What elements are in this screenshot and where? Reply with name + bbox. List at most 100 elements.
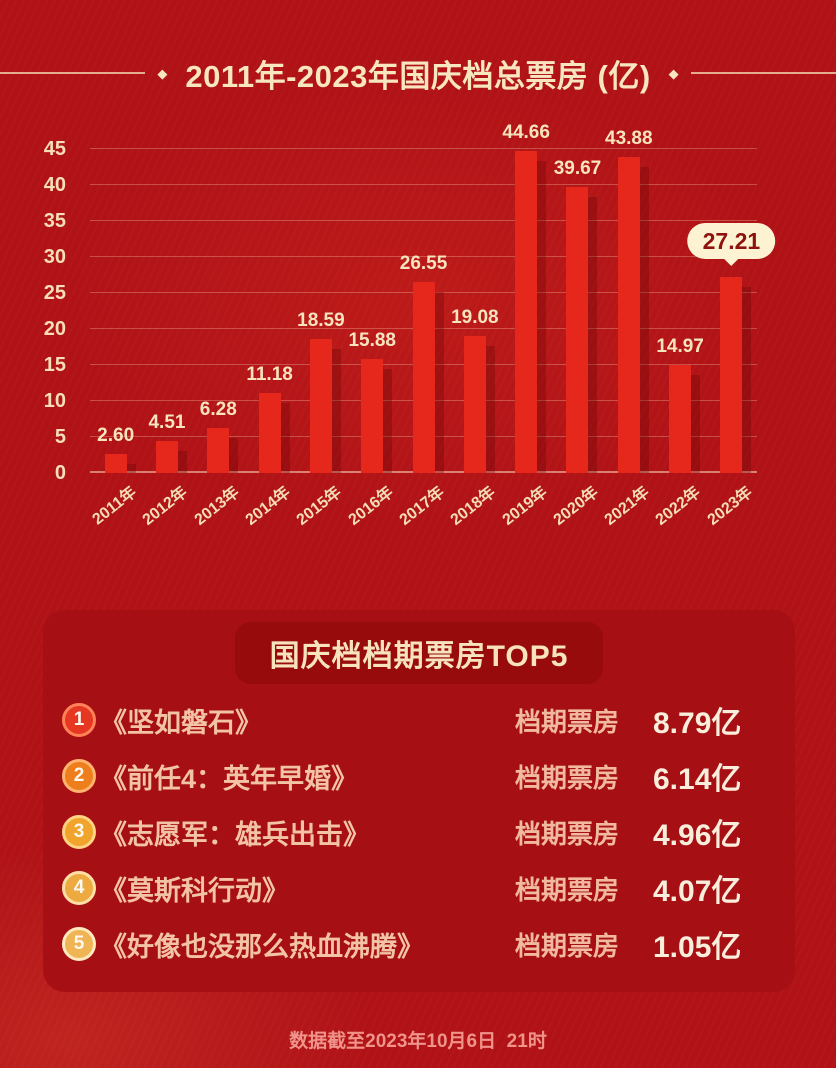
top5-row: 2 《前任4：英年早婚》 档期票房 6.14亿 <box>43 748 795 804</box>
y-tick-label: 10 <box>43 390 66 412</box>
bar-column: 2.60 2011年 <box>89 149 141 528</box>
bar <box>566 187 598 473</box>
top5-row: 1 《坚如磐石》 档期票房 8.79亿 <box>43 692 795 748</box>
bar-column: 39.67 2020年 <box>550 149 603 529</box>
y-tick-label: 30 <box>43 246 66 268</box>
bar-column: 19.08 2018年 <box>448 149 500 529</box>
bar <box>207 427 239 474</box>
bar-value-label: 15.88 <box>348 329 396 351</box>
bar <box>669 365 701 473</box>
period-box-office-label: 档期票房 <box>514 874 619 905</box>
y-tick-label: 0 <box>54 462 66 484</box>
movie-title: 《前任4：英年早婚》 <box>100 763 359 794</box>
top5-row: 4 《莫斯科行动》 档期票房 4.07亿 <box>43 860 795 916</box>
bars: 2.60 2011年 4.51 2012年 6.28 2013年 11.18 2014年 18.… <box>89 122 776 529</box>
movie-title: 《好像也没那么热血沸腾》 <box>100 931 424 962</box>
bar-value-label: 6.28 <box>199 398 237 420</box>
rank-badge: 3 <box>62 815 96 849</box>
top5-header-banner: 国庆档档期票房TOP5 <box>235 622 603 684</box>
bar-column: 11.18 2014年 <box>243 149 295 529</box>
bar <box>104 454 136 473</box>
x-axis-label: 2016年 <box>345 483 397 529</box>
bar-value-label: 39.67 <box>553 158 602 180</box>
x-axis-label: 2022年 <box>653 483 705 529</box>
title-line-left <box>0 72 146 74</box>
bar-value-label: 14.97 <box>656 336 704 358</box>
x-axis-label: 2015年 <box>293 483 346 529</box>
top5-rows: 1 《坚如磐石》 档期票房 8.79亿 2 《前任4：英年早婚》 档期票房 6.14亿 3 《志愿… <box>43 692 795 972</box>
bar <box>515 151 547 473</box>
period-box-office-label: 档期票房 <box>514 930 619 961</box>
bar <box>617 157 649 473</box>
period-box-office-value: 6.14亿 <box>653 763 742 796</box>
bar-column: 15.88 2016年 <box>345 149 398 529</box>
period-box-office-label: 档期票房 <box>514 706 619 737</box>
x-axis-label: 2020年 <box>550 483 602 529</box>
diamond-icon-right: ◆ <box>668 65 679 81</box>
bar-value-label: 11.18 <box>246 363 293 385</box>
bar-value-label: 18.59 <box>297 310 345 332</box>
top5-row: 3 《志愿军：雄兵出击》 档期票房 4.96亿 <box>43 804 795 860</box>
y-tick-label: 5 <box>54 426 66 448</box>
diamond-icon-left: ◆ <box>157 65 168 81</box>
data-cutoff-note: 数据截至2023年10月6日 21时 <box>289 1031 547 1052</box>
bar-value-label: 26.55 <box>399 252 448 274</box>
rank-badge: 1 <box>62 703 96 737</box>
bar-column: 14.97 2022年 <box>653 149 705 529</box>
title-line-right <box>690 72 836 74</box>
page-title: 2011年-2023年国庆档总票房 (亿) <box>185 58 651 94</box>
bar <box>412 281 444 474</box>
bar-column: 26.55 2017年 <box>397 149 449 529</box>
rank-badge: 2 <box>62 759 96 793</box>
x-axis-label: 2018年 <box>447 483 500 529</box>
y-tick-label: 25 <box>43 282 66 304</box>
bar-column: 43.88 2021年 <box>602 128 654 529</box>
x-axis-label: 2012年 <box>139 483 192 529</box>
gridline <box>90 184 757 185</box>
bar <box>309 339 341 473</box>
rank-badge: 4 <box>62 871 96 905</box>
top5-panel: 国庆档档期票房TOP5 1 《坚如磐石》 档期票房 8.79亿 2 《前任4：英年早婚》档… <box>43 610 795 992</box>
gridline <box>90 256 757 257</box>
bar-column: 18.59 2015年 <box>294 149 346 529</box>
bar <box>155 440 187 474</box>
y-tick-label: 45 <box>43 138 66 160</box>
bar <box>361 358 393 474</box>
bar <box>258 392 290 474</box>
movie-title: 《坚如磐石》 <box>100 707 262 738</box>
chart-plot: 2.60 2011年 4.51 2012年 6.28 2013年 11.18 2014年 18.… <box>89 122 776 529</box>
period-box-office-value: 4.07亿 <box>653 875 742 908</box>
period-box-office-label: 档期票房 <box>514 818 619 849</box>
bar-value-label: 43.88 <box>605 128 653 150</box>
y-tick-label: 15 <box>43 354 66 376</box>
bar-value-label: 44.66 <box>502 122 550 144</box>
gridline <box>90 220 757 221</box>
chart-title-row: ◆ 2011年-2023年国庆档总票房 (亿) ◆ <box>0 50 836 96</box>
gridline <box>90 148 757 149</box>
bar-column: 6.28 2013年 <box>191 149 244 529</box>
bar-value-label: 2.60 <box>97 425 135 447</box>
movie-title: 《莫斯科行动》 <box>100 875 289 906</box>
bar-column: 44.66 2019年 <box>499 122 552 528</box>
y-tick-label: 35 <box>43 210 66 232</box>
bar-highlight-bubble: 27.21 <box>687 223 776 260</box>
movie-title: 《志愿军：雄兵出击》 <box>100 819 370 850</box>
bar-value-label: 19.08 <box>451 306 499 328</box>
x-axis-label: 2013年 <box>191 483 243 529</box>
top5-header-title: 国庆档档期票房TOP5 <box>269 640 569 673</box>
y-axis: 0 5 10 15 20 25 30 35 40 45 <box>0 138 74 484</box>
x-axis-label: 2017年 <box>396 483 448 529</box>
top5-row: 5 《好像也没那么热血沸腾》 档期票房 1.05亿 <box>43 916 795 972</box>
bar <box>720 277 752 473</box>
x-axis-label: 2021年 <box>601 483 653 529</box>
bar-column: 27.21 2023年 <box>687 149 776 529</box>
x-axis-label: 2019年 <box>499 483 551 529</box>
x-axis-label: 2011年 <box>89 483 140 529</box>
bar <box>463 335 495 474</box>
period-box-office-value: 4.96亿 <box>653 819 742 852</box>
x-axis-label: 2014年 <box>242 483 294 529</box>
x-axis-label: 2023年 <box>704 483 756 529</box>
bar-column: 4.51 2012年 <box>140 149 192 529</box>
y-tick-label: 40 <box>43 174 66 196</box>
